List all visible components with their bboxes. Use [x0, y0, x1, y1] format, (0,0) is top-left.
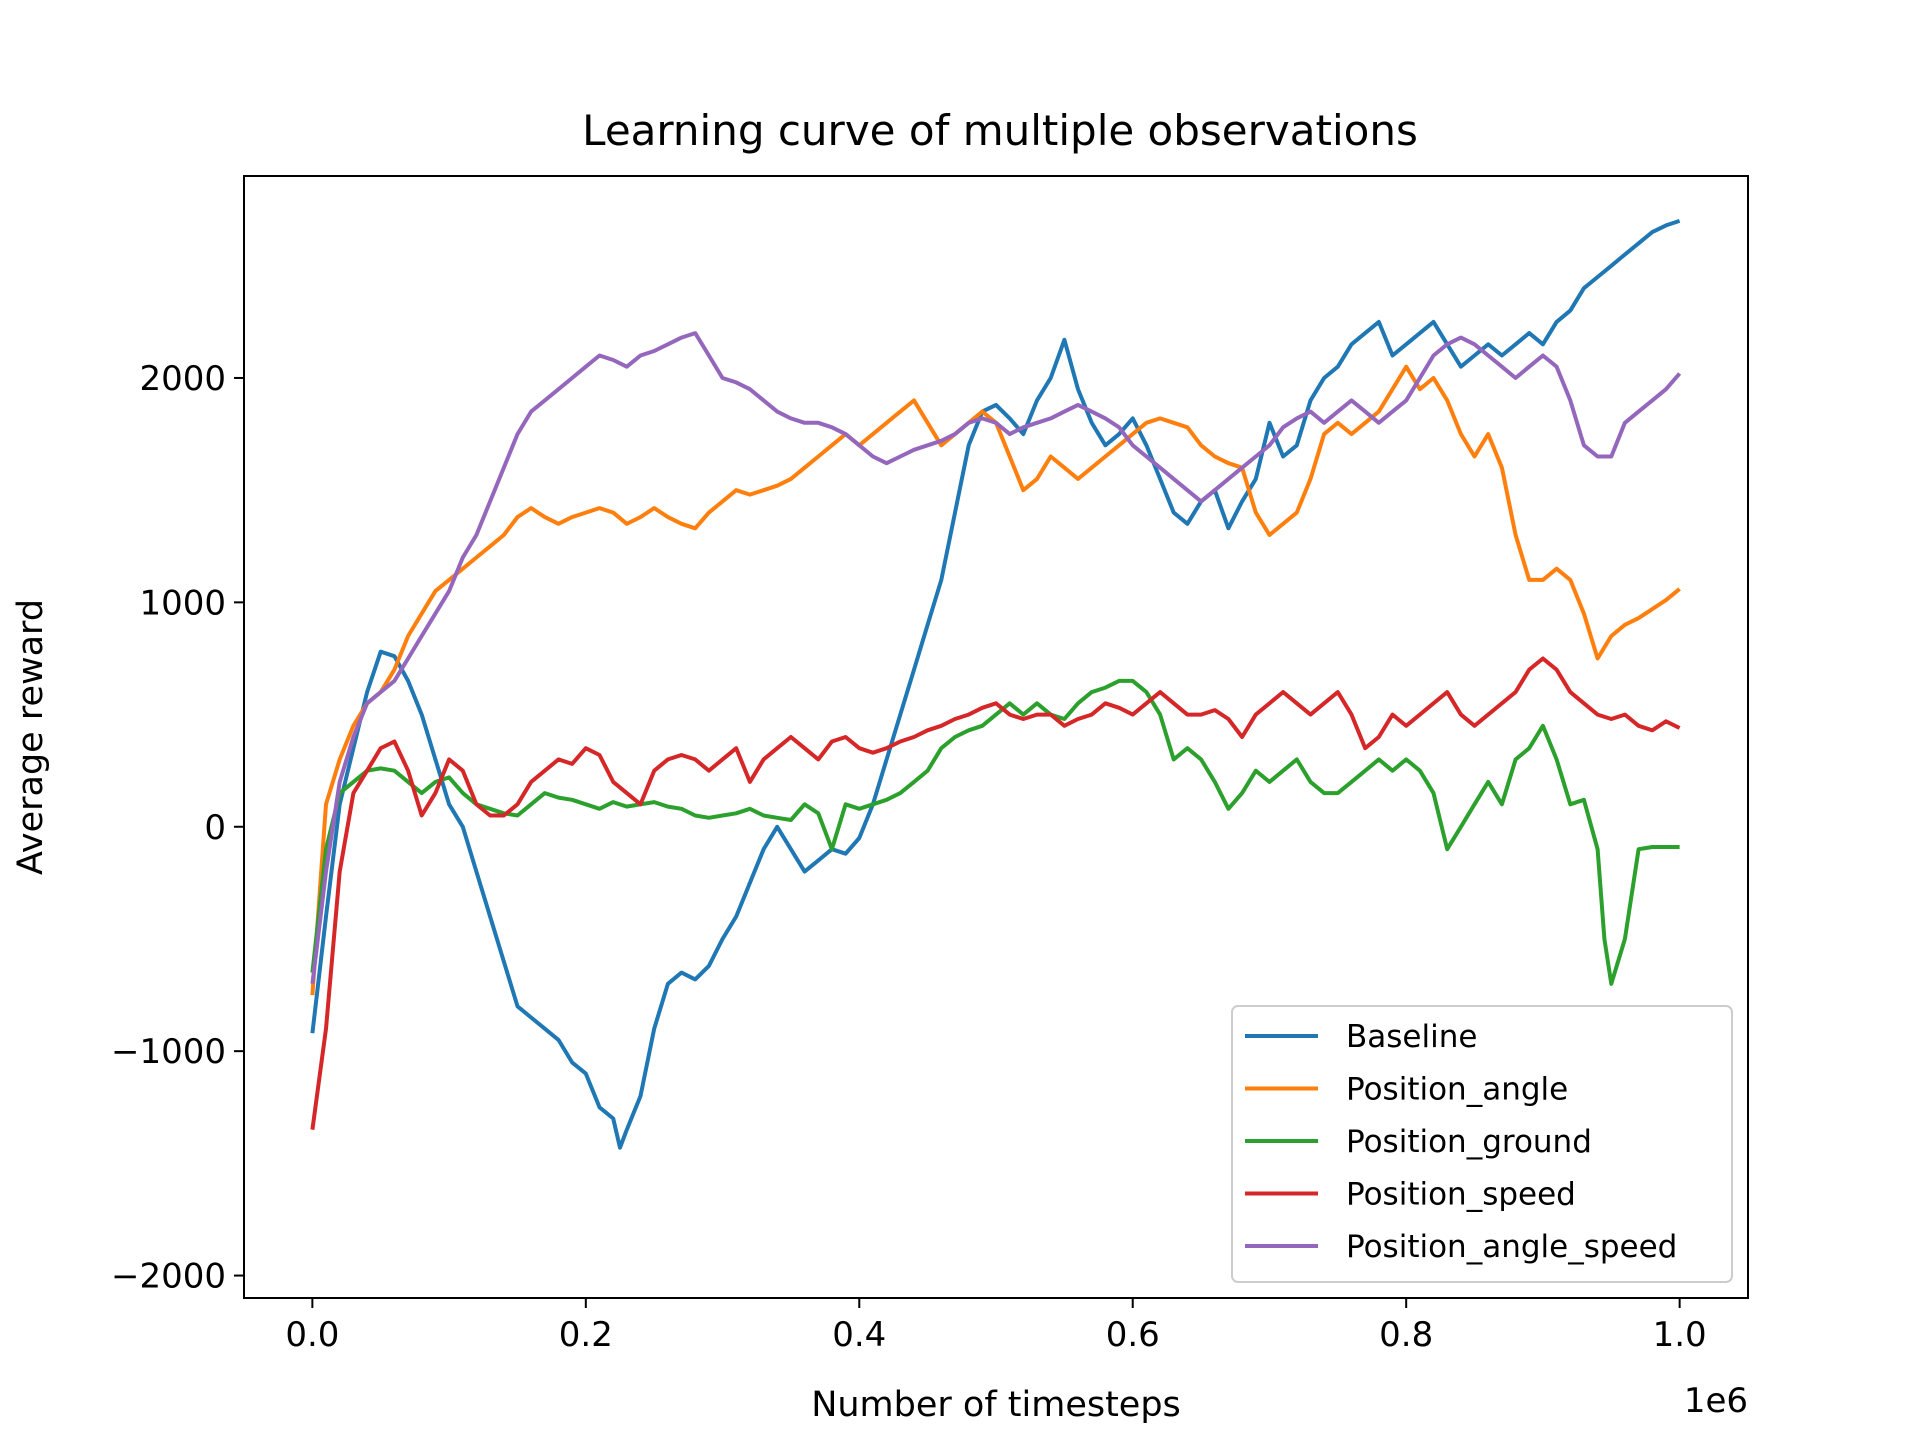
x-axis-label: Number of timesteps — [811, 1385, 1181, 1425]
x-tick-label: 1.0 — [1653, 1315, 1707, 1355]
x-tick-label: 0.6 — [1106, 1315, 1160, 1355]
plot-frame — [243, 175, 1749, 1299]
y-tick-label: 0 — [204, 808, 226, 848]
legend-label: Position_angle — [1346, 1072, 1568, 1108]
series-line-position-speed — [310, 656, 1681, 1130]
x-tick-label: 0.2 — [559, 1315, 613, 1355]
x-tick-label: 0.0 — [285, 1315, 339, 1355]
y-tick-label: −2000 — [111, 1257, 226, 1297]
x-tick-label: 0.8 — [1379, 1315, 1433, 1355]
chart-title: Learning curve of multiple observations — [582, 106, 1418, 155]
x-tick-label: 0.4 — [832, 1315, 886, 1355]
legend-label: Position_ground — [1346, 1124, 1592, 1160]
legend: Baseline Position_angle Position_ground Pos… — [1231, 1005, 1733, 1283]
series-line-baseline — [310, 219, 1681, 1150]
series-line-position-angle-speed — [310, 331, 1682, 985]
legend-box — [1231, 1005, 1733, 1283]
legend-label: Baseline — [1346, 1019, 1477, 1055]
y-tick-label: 2000 — [139, 359, 226, 399]
x-axis-ticks: 0.0 0.2 0.4 0.6 0.8 1.0 — [285, 1298, 1707, 1355]
y-axis-label: Average reward — [11, 599, 51, 875]
y-axis-ticks: −2000 −1000 0 1000 2000 — [111, 359, 244, 1297]
series-lines — [310, 219, 1682, 1150]
legend-label: Position_angle_speed — [1346, 1229, 1677, 1265]
legend-label: Position_speed — [1346, 1177, 1576, 1213]
x-axis-offset-label: 1e6 — [1684, 1381, 1748, 1421]
y-tick-label: 1000 — [139, 583, 226, 623]
y-tick-label: −1000 — [111, 1032, 226, 1072]
